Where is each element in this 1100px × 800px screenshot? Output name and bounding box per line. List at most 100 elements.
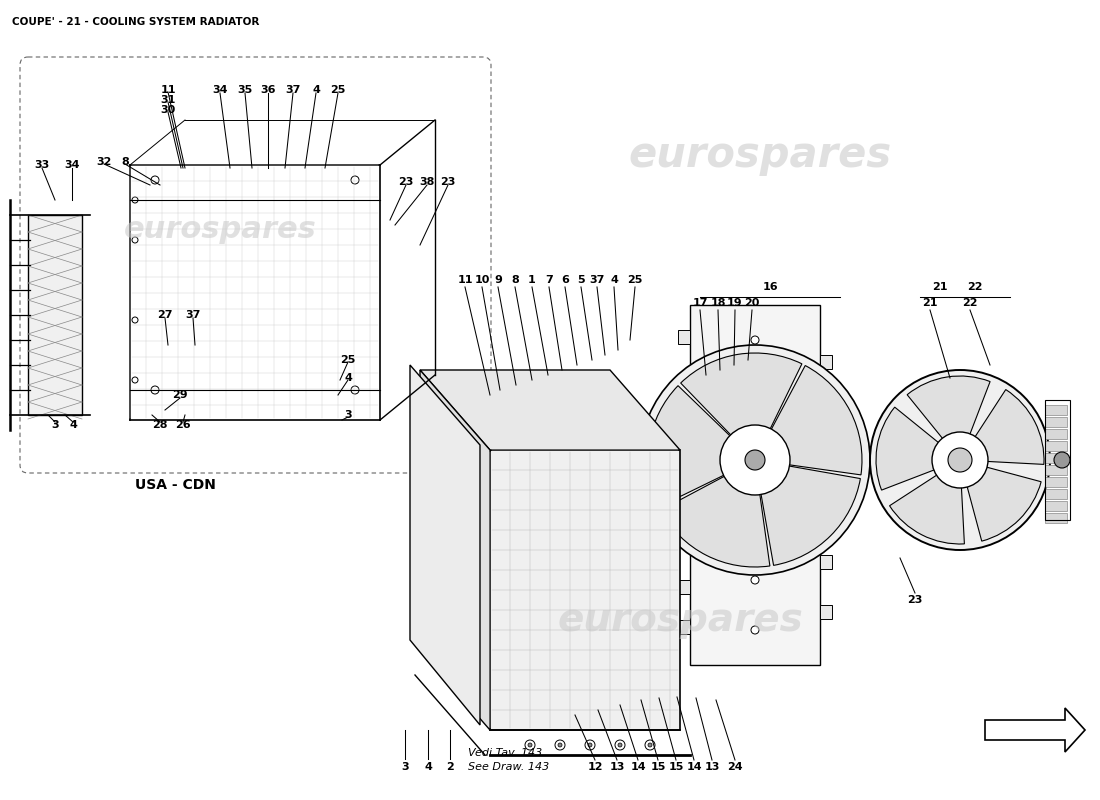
Text: 4: 4 [610, 275, 618, 285]
Text: 32: 32 [97, 157, 112, 167]
Text: 22: 22 [962, 298, 978, 308]
Wedge shape [908, 376, 990, 443]
Text: 2: 2 [447, 762, 454, 772]
Bar [1045, 465, 1067, 475]
Text: 13: 13 [704, 762, 719, 772]
Circle shape [751, 336, 759, 344]
Text: 12: 12 [587, 762, 603, 772]
Text: 29: 29 [173, 390, 188, 400]
Bar [690, 305, 820, 665]
Circle shape [932, 432, 988, 488]
Text: 16: 16 [762, 282, 778, 292]
Text: eurospares: eurospares [123, 215, 317, 245]
Text: 31: 31 [161, 95, 176, 105]
Bar [678, 530, 690, 544]
Text: eurospares: eurospares [557, 601, 803, 639]
Bar [820, 555, 832, 569]
Text: 36: 36 [261, 85, 276, 95]
Text: See Draw. 143: See Draw. 143 [468, 762, 549, 772]
Circle shape [745, 450, 764, 470]
Circle shape [751, 456, 759, 464]
Circle shape [556, 740, 565, 750]
Text: 26: 26 [175, 420, 190, 430]
Circle shape [151, 386, 160, 394]
Text: 27: 27 [157, 310, 173, 320]
Text: 21: 21 [933, 282, 948, 292]
Text: COUPE' - 21 - COOLING SYSTEM RADIATOR: COUPE' - 21 - COOLING SYSTEM RADIATOR [12, 17, 260, 27]
Text: Vedi Tav. 143: Vedi Tav. 143 [468, 748, 542, 758]
Circle shape [751, 576, 759, 584]
Bar [1045, 513, 1067, 523]
Circle shape [948, 448, 972, 472]
Circle shape [132, 197, 138, 203]
Text: 18: 18 [711, 298, 726, 308]
Text: 6: 6 [561, 275, 569, 285]
Bar [1045, 441, 1067, 451]
Bar [1045, 429, 1067, 439]
Text: 15: 15 [669, 762, 684, 772]
Circle shape [751, 626, 759, 634]
Bar [1045, 400, 1070, 520]
Text: 23: 23 [398, 177, 414, 187]
Circle shape [351, 386, 359, 394]
Wedge shape [681, 353, 802, 444]
Text: USA - CDN: USA - CDN [134, 478, 216, 492]
Circle shape [870, 370, 1050, 550]
Text: 1: 1 [528, 275, 536, 285]
Polygon shape [984, 708, 1085, 752]
Bar [678, 480, 690, 494]
Text: 4: 4 [69, 420, 77, 430]
Circle shape [132, 237, 138, 243]
Wedge shape [890, 472, 965, 544]
Bar [820, 605, 832, 619]
Circle shape [525, 740, 535, 750]
Bar [678, 580, 690, 594]
Polygon shape [410, 365, 480, 725]
Bar [820, 455, 832, 469]
Text: 9: 9 [494, 275, 502, 285]
Circle shape [151, 176, 160, 184]
Text: 4: 4 [312, 85, 320, 95]
Text: 11: 11 [458, 275, 473, 285]
Text: 23: 23 [908, 595, 923, 605]
Circle shape [615, 740, 625, 750]
Bar [678, 330, 690, 344]
Bar [678, 380, 690, 394]
Bar [1045, 417, 1067, 427]
Text: 3: 3 [402, 762, 409, 772]
Circle shape [132, 377, 138, 383]
Text: 14: 14 [630, 762, 646, 772]
Text: 34: 34 [64, 160, 79, 170]
Text: 4: 4 [344, 373, 352, 383]
Text: 25: 25 [330, 85, 345, 95]
Text: 24: 24 [727, 762, 742, 772]
Text: 25: 25 [627, 275, 642, 285]
Text: 17: 17 [692, 298, 707, 308]
Bar [1045, 489, 1067, 499]
Text: 30: 30 [161, 105, 176, 115]
Text: 35: 35 [238, 85, 253, 95]
Wedge shape [660, 470, 770, 567]
Text: 4: 4 [425, 762, 432, 772]
Text: 20: 20 [745, 298, 760, 308]
Text: 5: 5 [578, 275, 585, 285]
Circle shape [132, 317, 138, 323]
Text: 34: 34 [212, 85, 228, 95]
Polygon shape [28, 215, 82, 415]
Circle shape [528, 743, 532, 747]
Bar [820, 405, 832, 419]
Text: 3: 3 [344, 410, 352, 420]
Bar [678, 430, 690, 444]
Bar [490, 450, 680, 730]
Text: 11: 11 [161, 85, 176, 95]
Text: 8: 8 [121, 157, 129, 167]
Bar [1045, 501, 1067, 511]
Wedge shape [759, 464, 860, 566]
Text: 37: 37 [185, 310, 200, 320]
Bar [1045, 453, 1067, 463]
Text: 37: 37 [590, 275, 605, 285]
Text: 21: 21 [922, 298, 937, 308]
Circle shape [648, 743, 652, 747]
Text: 8: 8 [512, 275, 519, 285]
Text: 14: 14 [686, 762, 702, 772]
